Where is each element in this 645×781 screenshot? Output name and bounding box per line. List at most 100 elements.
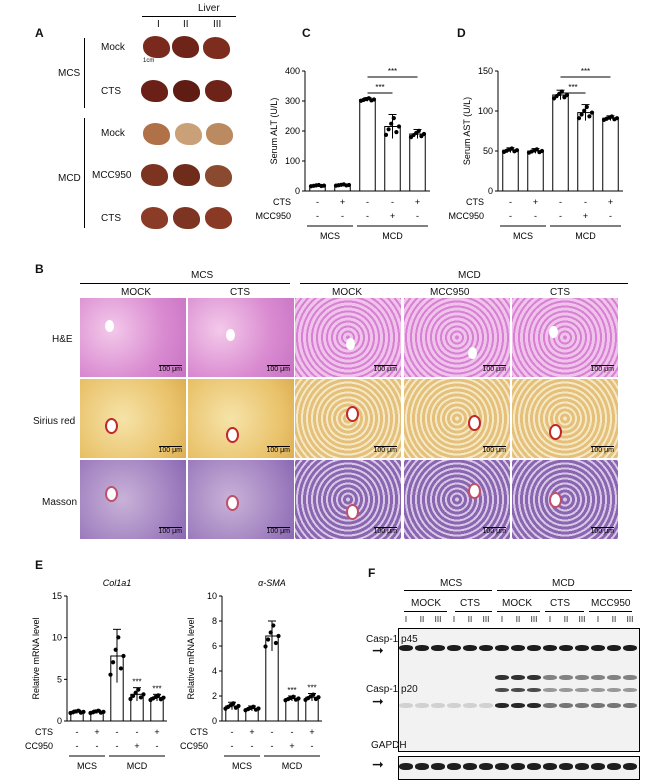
liver-image	[143, 36, 170, 58]
alt-bar-chart: 0 100 200 300 400 Serum ALT (U/L) - - + - - - - + + - CT…	[255, 66, 430, 241]
significance-label: ***	[388, 67, 397, 76]
data-point	[268, 630, 273, 635]
mcc950-sign: -	[76, 741, 79, 751]
histology-image: 100 μm	[188, 298, 294, 377]
cts-sign: -	[584, 197, 587, 207]
bar	[502, 149, 519, 192]
casp1-smear-band	[559, 675, 573, 680]
panel-letter-b: B	[35, 262, 44, 276]
asma-bar-chart: 0 2 4 6 8 10 Relative mRNA level α-SMA - - + - - - ***…	[180, 578, 322, 771]
gapdh-band	[495, 763, 509, 770]
data-point	[587, 114, 592, 119]
casp1-smear-band	[607, 675, 621, 680]
vessel-lumen	[549, 326, 558, 338]
histology-image: 100 μm	[404, 460, 510, 539]
histology-image: 100 μm	[80, 460, 186, 539]
y-tick-label: 100	[478, 106, 493, 116]
col-label-i: I	[157, 19, 160, 30]
liver-image	[205, 80, 232, 102]
blot-band-label: Casp-1 p20	[366, 684, 418, 695]
liver-image	[205, 165, 232, 187]
mcc950-sign: -	[341, 211, 344, 221]
blot-band-label: Casp-1 p45	[366, 634, 418, 645]
casp1-smear-band	[543, 688, 557, 692]
casp1-p20-band	[447, 703, 461, 708]
data-point	[416, 128, 421, 133]
data-point	[564, 92, 570, 98]
data-point	[589, 110, 595, 115]
group-label-mcs: MCS	[77, 761, 97, 771]
data-point	[108, 672, 113, 677]
cts-sign: +	[309, 727, 314, 737]
histology-group-line-mcs	[80, 283, 290, 284]
blot-subgroup-label: MOCK	[502, 598, 532, 609]
casp1-p45-band	[415, 645, 429, 651]
casp1-smear-band	[527, 675, 541, 680]
data-point	[256, 706, 261, 711]
blot-subgroup-line	[404, 611, 447, 612]
cts-sign: -	[231, 727, 234, 737]
blot-lane-label: II	[611, 615, 617, 624]
data-point	[584, 104, 589, 110]
data-point	[391, 116, 396, 121]
scale-bar-label: 100 μm	[590, 527, 614, 535]
blot-lane-label: III	[482, 615, 490, 624]
blot-subgroup-line	[497, 611, 540, 612]
group-label-mcd: MCD	[575, 231, 596, 241]
data-point	[291, 694, 296, 699]
significance-label: ***	[568, 83, 577, 92]
scale-bar-label: 100 μm	[373, 446, 397, 454]
casp1-p45-band	[463, 645, 477, 651]
liver-image	[173, 80, 200, 102]
mcc950-sign: -	[311, 741, 314, 751]
group-label-mcd: MCD	[382, 231, 403, 241]
casp1-p20-band	[495, 703, 509, 708]
data-point	[118, 666, 123, 671]
significance-label: ***	[581, 67, 590, 76]
treatment-row-label: CTS	[35, 727, 53, 737]
data-point	[251, 704, 256, 709]
casp1-p45-band	[447, 645, 461, 651]
data-point	[396, 124, 402, 129]
blot-lane-label: II	[515, 615, 521, 624]
blot-band-label: GAPDH	[371, 740, 407, 751]
blot-lane-label: I	[500, 615, 504, 624]
data-point	[263, 644, 268, 649]
casp1-p20-band	[399, 703, 413, 708]
vessel-lumen	[105, 320, 114, 332]
casp1-smear-band	[575, 675, 589, 680]
histology-image: 100 μm	[80, 298, 186, 377]
liver-image	[175, 123, 202, 145]
data-point	[582, 108, 587, 113]
significance-label: ***	[132, 678, 141, 687]
row-label-mcd-mcc950: MCC950	[92, 170, 132, 181]
blot-lane-label: III	[578, 615, 586, 624]
treatment-row-label: MCC950	[255, 211, 291, 221]
blot-lane-label: III	[530, 615, 538, 624]
data-point	[121, 653, 126, 659]
gapdh-band	[575, 763, 589, 770]
ast-bar-chart: 0 50 100 150 Serum AST (U/L) - - + - - - - + + - CTS MCC…	[448, 66, 623, 241]
data-point	[231, 701, 236, 706]
histology-image: 100 μm	[295, 460, 401, 539]
histology-image: 100 μm	[512, 460, 618, 539]
blot-group-line-mcs	[404, 590, 492, 591]
casp1-p45-band	[399, 645, 413, 651]
y-tick-label: 0	[488, 186, 493, 196]
mcc950-sign: -	[416, 211, 419, 221]
y-tick-label: 5	[57, 674, 62, 684]
chart-title: α-SMA	[258, 578, 286, 588]
mcc950-sign: -	[534, 211, 537, 221]
gapdh-band	[511, 763, 525, 770]
gapdh-band	[559, 763, 573, 770]
histology-image: 100 μm	[404, 379, 510, 458]
significance-label: ***	[152, 684, 161, 693]
vessel-lumen	[226, 495, 239, 511]
cts-sign: +	[154, 727, 159, 737]
data-point	[161, 695, 166, 700]
liver-image	[203, 37, 230, 59]
blot-lane-label: III	[434, 615, 442, 624]
data-point	[311, 692, 316, 697]
cts-sign: -	[391, 197, 394, 207]
blot-lane-label: III	[626, 615, 634, 624]
